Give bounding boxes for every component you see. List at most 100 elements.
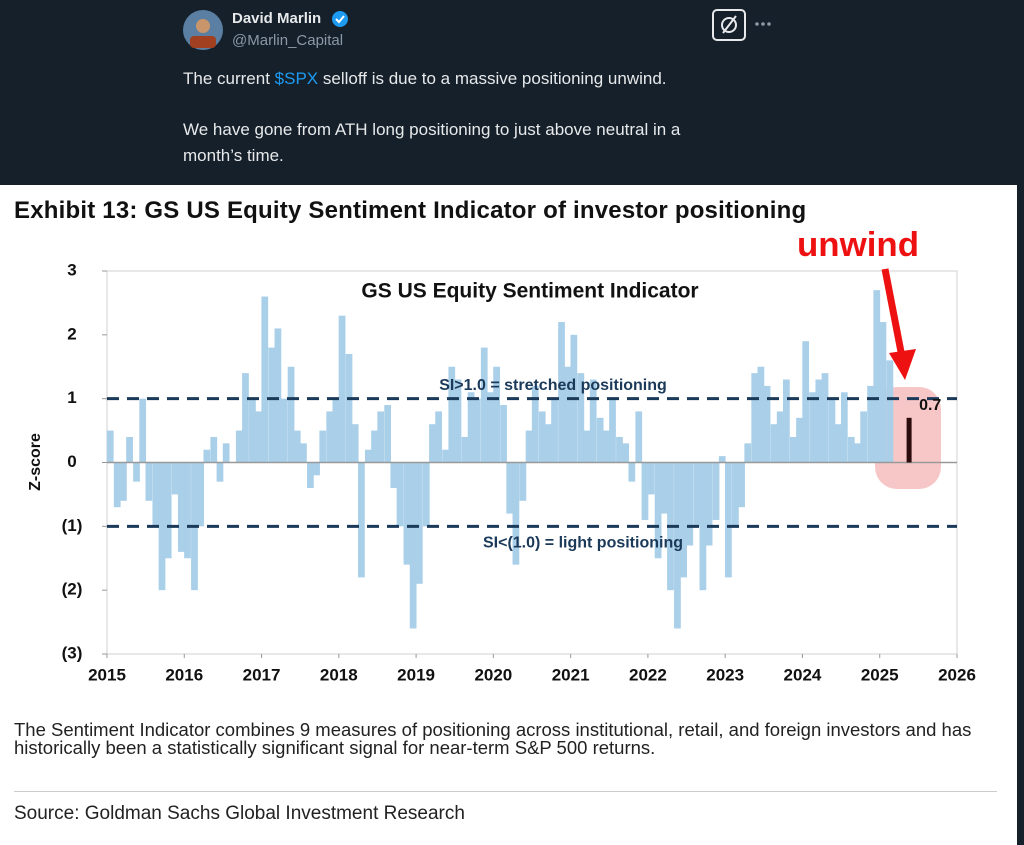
avatar-body: [190, 36, 216, 48]
x-tick-label: 2024: [784, 665, 822, 684]
grok-button[interactable]: [712, 9, 746, 41]
avatar-face: [196, 19, 210, 33]
exhibit-title: Exhibit 13: GS US Equity Sentiment Indic…: [14, 197, 807, 224]
bar: [222, 443, 230, 463]
bar: [268, 347, 276, 463]
bar: [828, 398, 836, 463]
bar: [641, 462, 649, 520]
bar: [197, 462, 205, 527]
bar: [242, 373, 249, 463]
bar: [415, 462, 423, 584]
y-axis-label: Z-score: [27, 433, 44, 491]
y-tick-label: (1): [62, 516, 83, 535]
x-tick-label: 2023: [706, 665, 744, 684]
bar: [454, 379, 462, 463]
cashtag-link[interactable]: $SPX: [274, 69, 319, 88]
bar: [467, 392, 475, 463]
source: Source: Goldman Sachs Global Investment …: [14, 803, 465, 824]
bar: [203, 449, 211, 463]
bar: [120, 462, 127, 501]
chart: GS US Equity Sentiment Indicator Z-score…: [27, 226, 976, 685]
bar: [435, 411, 443, 463]
x-tick-label: 2016: [165, 665, 203, 684]
bar: [538, 411, 546, 463]
bar: [834, 424, 842, 463]
bar: [577, 373, 585, 463]
chart-image[interactable]: Exhibit 13: GS US Equity Sentiment Indic…: [0, 185, 1017, 845]
bar: [705, 462, 713, 546]
y-tick-label: (3): [62, 643, 83, 662]
bar: [396, 462, 404, 527]
verified-check: [335, 15, 345, 24]
bar: [113, 462, 121, 508]
bar: [345, 353, 353, 463]
bar: [158, 462, 166, 591]
bar: [371, 430, 378, 463]
x-tick-label: 2021: [552, 665, 590, 684]
bar: [300, 443, 307, 463]
bar: [500, 405, 507, 463]
bar: [654, 462, 662, 559]
annotation: unwind: [797, 226, 919, 264]
x-tick-label: 2026: [938, 665, 976, 684]
tweet-header-graphics: [183, 9, 771, 50]
x-tick-label: 2017: [243, 665, 281, 684]
bar: [390, 462, 398, 489]
y-tick-label: 3: [67, 260, 76, 279]
verified-badge: [332, 11, 348, 27]
tweet-text: The current $SPX selloff is due to a mas…: [183, 66, 743, 92]
bar: [139, 398, 147, 463]
bar: [106, 430, 114, 463]
bar: [660, 462, 668, 514]
bar: [712, 462, 720, 520]
bar: [210, 436, 218, 463]
bar: [319, 430, 327, 463]
bar: [596, 417, 604, 463]
bar: [628, 462, 636, 482]
bar: [152, 462, 160, 527]
bar: [867, 385, 874, 463]
bar: [177, 462, 185, 552]
bar: [718, 456, 726, 463]
bar: [519, 462, 527, 501]
bar: [126, 436, 133, 463]
bar: [525, 430, 533, 463]
reference-label: SI>1.0 = stretched positioning: [439, 377, 667, 394]
tweet-text: We have gone from ATH long positioning t…: [183, 120, 681, 165]
bar: [473, 398, 481, 463]
reference-label: SI<(1.0) = light positioning: [483, 535, 683, 552]
bar: [512, 462, 520, 565]
text: The current: [183, 69, 275, 88]
x-tick-label: 2019: [397, 665, 435, 684]
more-button[interactable]: [755, 22, 771, 26]
grok-icon: [721, 17, 737, 33]
grok-icon-slash: [722, 15, 737, 34]
bar: [686, 462, 694, 546]
bar: [164, 462, 172, 559]
y-tick-label: (2): [62, 580, 83, 599]
bar: [693, 462, 701, 527]
bar: [738, 462, 745, 508]
bar: [429, 424, 436, 463]
bar: [680, 462, 687, 578]
bar: [351, 424, 359, 463]
bar: [583, 430, 591, 463]
bar: [609, 398, 616, 463]
annotation-arrowhead: [889, 349, 916, 380]
bar: [274, 328, 282, 463]
bar: [757, 366, 765, 463]
bar: [796, 417, 803, 463]
author-handle[interactable]: @Marlin_Capital: [232, 32, 344, 49]
bar: [776, 411, 784, 463]
bar: [531, 385, 539, 463]
bar: [763, 385, 771, 463]
bar: [293, 430, 301, 463]
chart-title: GS US Equity Sentiment Indicator: [361, 280, 698, 303]
author-name[interactable]: David Marlin: [232, 10, 322, 27]
bar: [171, 462, 179, 495]
bar: [409, 462, 417, 629]
bar: [307, 462, 314, 489]
bar: [422, 462, 430, 527]
bar: [332, 398, 340, 463]
